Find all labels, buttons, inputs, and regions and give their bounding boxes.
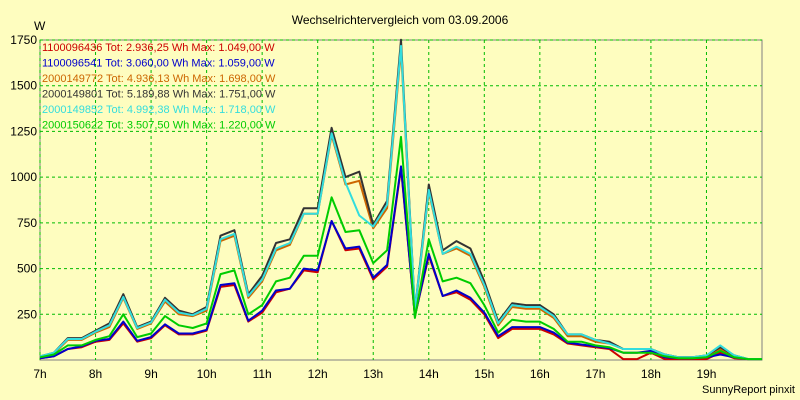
x-tick-label: 13h — [363, 367, 383, 381]
x-tick-label: 17h — [585, 367, 605, 381]
legend: 1100096436 Tot: 2.936,25 Wh Max: 1.049,0… — [42, 42, 276, 132]
series-line-2000149852 — [39, 44, 762, 361]
y-tick-label: 1000 — [10, 170, 37, 184]
y-tick-label: 250 — [17, 307, 37, 321]
x-tick-label: 15h — [474, 367, 494, 381]
legend-entry-2000149772: 2000149772 Tot: 4.936,13 Wh Max: 1.698,0… — [42, 73, 276, 85]
x-tick-label: 7h — [33, 367, 46, 381]
legend-entry-1100096541: 1100096541 Tot: 3.060,00 Wh Max: 1.059,0… — [42, 58, 275, 70]
legend-entry-1100096436: 1100096436 Tot: 2.936,25 Wh Max: 1.049,0… — [42, 42, 275, 54]
series-lines — [39, 38, 762, 361]
x-tick-label: 8h — [89, 367, 102, 381]
y-tick-label: 1750 — [10, 33, 37, 47]
series-line-2000150622 — [39, 135, 762, 361]
x-tick-label: 19h — [696, 367, 716, 381]
y-tick-label: 750 — [17, 216, 37, 230]
x-tick-label: 10h — [197, 367, 217, 381]
x-tick-label: 14h — [419, 367, 439, 381]
legend-entry-2000149852: 2000149852 Tot: 4.992,38 Wh Max: 1.718,0… — [42, 104, 276, 116]
y-tick-label: 500 — [17, 262, 37, 276]
x-tick-label: 11h — [253, 367, 272, 381]
chart-title: Wechselrichtervergleich vom 03.09.2006 — [292, 13, 509, 27]
legend-entry-2000149801: 2000149801 Tot: 5.189,88 Wh Max: 1.751,0… — [42, 89, 276, 101]
y-tick-label: 1250 — [10, 124, 37, 138]
x-tick-label: 16h — [530, 367, 550, 381]
y-tick-label: 1500 — [10, 79, 37, 93]
footer-credit: SunnyReport pinxit — [702, 384, 795, 396]
legend-entry-2000150622: 2000150622 Tot: 3.507,50 Wh Max: 1.220,0… — [42, 120, 276, 132]
y-axis-unit: W — [34, 19, 46, 33]
x-tick-label: 12h — [308, 367, 328, 381]
x-axis-ticks: 7h 8h 9h 10h 11h 12h 13h 14h 15h 16h 17h 18h 19h — [33, 367, 716, 381]
x-tick-label: 9h — [144, 367, 157, 381]
x-tick-label: 18h — [641, 367, 661, 381]
y-axis-ticks: 250 500 750 1000 1250 1500 1750 — [10, 33, 37, 321]
